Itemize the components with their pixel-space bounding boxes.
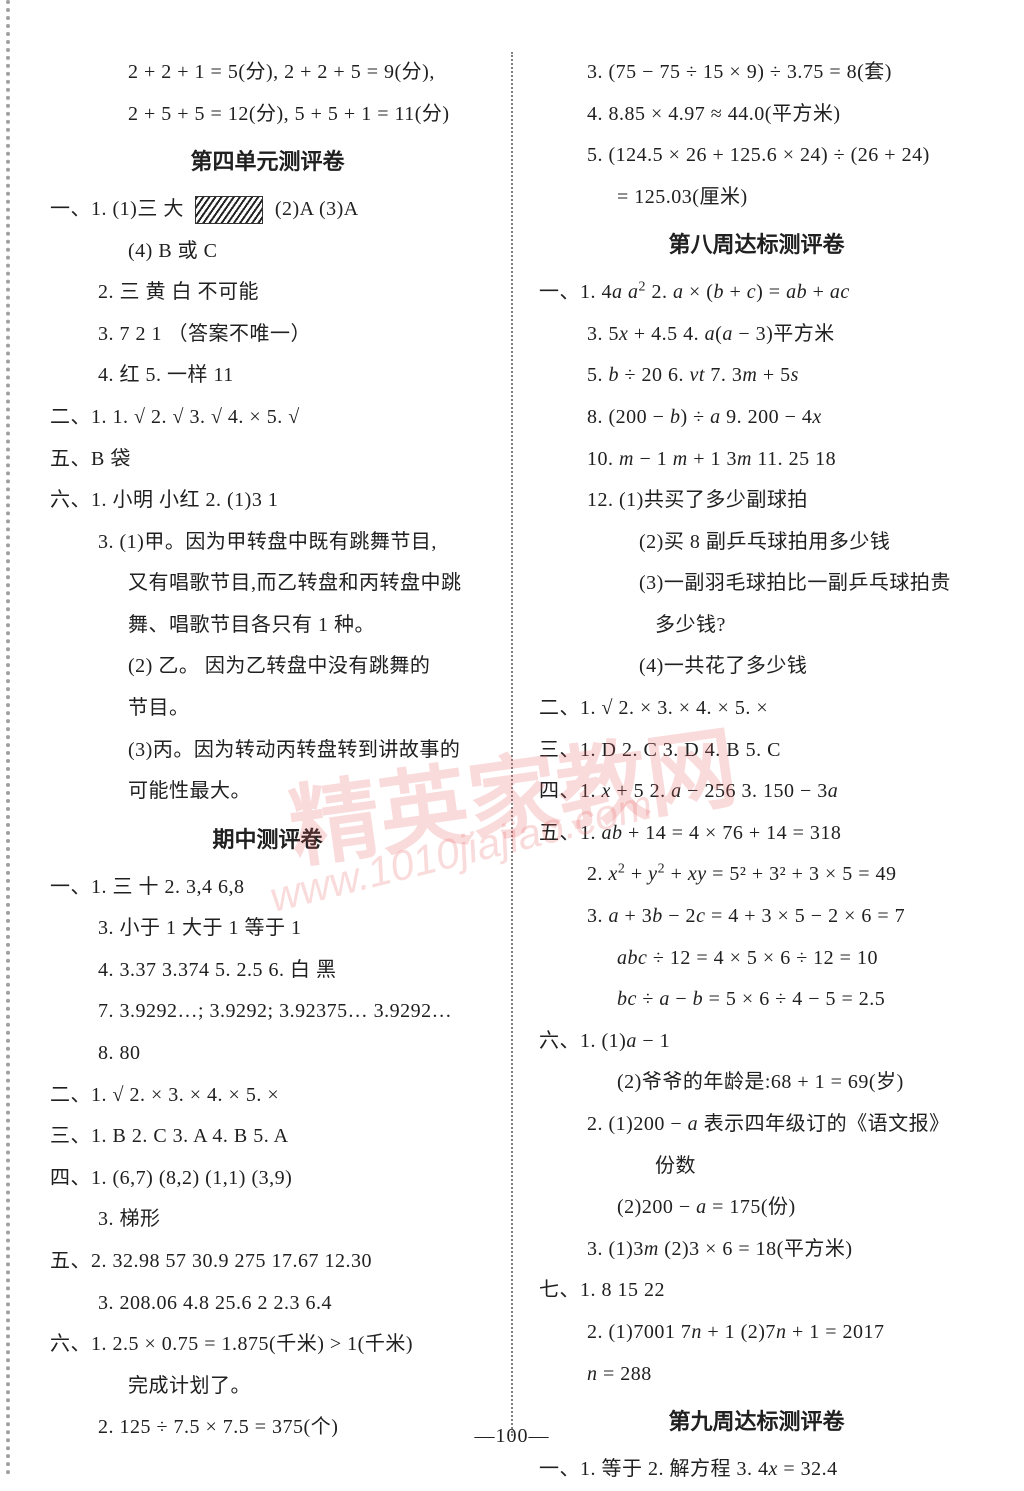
text-line: 一、1. 三 十 2. 3,4 6,8 (50, 867, 485, 909)
text-line: 2. 三 黄 白 不可能 (50, 272, 485, 314)
text-line: 2 + 5 + 5 = 12(分), 5 + 5 + 1 = 11(分) (50, 94, 485, 136)
text-line: (3)一副羽毛球拍比一副乒乓球拍贵 (539, 563, 974, 605)
text-line: 3. (75 − 75 ÷ 15 × 9) ÷ 3.75 = 8(套) (539, 52, 974, 94)
text-line: 10. m − 1 m + 1 3m 11. 25 18 (539, 439, 974, 481)
two-column-layout: 2 + 2 + 1 = 5(分), 2 + 2 + 5 = 9(分), 2 + … (50, 52, 974, 1436)
hatched-box-icon (195, 196, 263, 224)
left-column: 2 + 2 + 1 = 5(分), 2 + 2 + 5 = 9(分), 2 + … (50, 52, 491, 1436)
text-line: 二、1. √ 2. × 3. × 4. × 5. × (539, 688, 974, 730)
text-line: 四、1. x + 5 2. a − 256 3. 150 − 3a (539, 771, 974, 813)
text-line: (4) B 或 C (50, 231, 485, 273)
text-line: 一、1. (1)三 大 (2)A (3)A (50, 189, 485, 231)
text-line: 3. 小于 1 大于 1 等于 1 (50, 908, 485, 950)
text-line: 三、1. B 2. C 3. A 4. B 5. A (50, 1116, 485, 1158)
column-divider (511, 52, 513, 1436)
text-line: 又有唱歌节目,而乙转盘和丙转盘中跳 (50, 563, 485, 605)
text-line: 舞、唱歌节目各只有 1 种。 (50, 605, 485, 647)
text-line: 六、1. 2.5 × 0.75 = 1.875(千米) > 1(千米) (50, 1324, 485, 1366)
text-line: bc ÷ a − b = 5 × 6 ÷ 4 − 5 = 2.5 (539, 979, 974, 1021)
text-line: (2)爷爷的年龄是:68 + 1 = 69(岁) (539, 1062, 974, 1104)
text-line: 2. (1)7001 7n + 1 (2)7n + 1 = 2017 (539, 1312, 974, 1354)
section-title: 第九周达标测评卷 (539, 1399, 974, 1445)
page-container: 精英家教网 www.1010jiajiao.com 2 + 2 + 1 = 5(… (0, 0, 1024, 1476)
left-decor-edge (6, 0, 10, 1476)
text-line: 4. 3.37 3.374 5. 2.5 6. 白 黑 (50, 950, 485, 992)
text-line: 二、1. √ 2. × 3. × 4. × 5. × (50, 1075, 485, 1117)
text-line: 一、1. 4a a2 2. a × (b + c) = ab + ac (539, 272, 974, 314)
section-title: 第八周达标测评卷 (539, 222, 974, 268)
text-line: 份数 (539, 1146, 974, 1188)
page-number: —100— (475, 1425, 550, 1448)
text-line: 2. 125 ÷ 7.5 × 7.5 = 375(个) (50, 1407, 485, 1449)
text-line: n = 288 (539, 1354, 974, 1396)
text-fragment: (2)A (3)A (275, 198, 359, 220)
text-line: (4)一共花了多少钱 (539, 646, 974, 688)
text-line: 六、1. 小明 小红 2. (1)3 1 (50, 480, 485, 522)
text-line: (2)买 8 副乒乓球拍用多少钱 (539, 522, 974, 564)
text-line: 七、1. 8 15 22 (539, 1270, 974, 1312)
text-line: abc ÷ 12 = 4 × 5 × 6 ÷ 12 = 10 (539, 938, 974, 980)
text-line: (2) 乙。 因为乙转盘中没有跳舞的 (50, 646, 485, 688)
text-line: 六、1. (1)a − 1 (539, 1021, 974, 1063)
text-line: 2. (1)200 − a 表示四年级订的《语文报》 (539, 1104, 974, 1146)
text-line: 8. 80 (50, 1033, 485, 1075)
right-column: 3. (75 − 75 ÷ 15 × 9) ÷ 3.75 = 8(套) 4. 8… (533, 52, 974, 1436)
text-line: 节目。 (50, 688, 485, 730)
text-line: 12. (1)共买了多少副球拍 (539, 480, 974, 522)
text-line: 五、B 袋 (50, 439, 485, 481)
text-line: 3. 208.06 4.8 25.6 2 2.3 6.4 (50, 1283, 485, 1325)
text-line: 完成计划了。 (50, 1366, 485, 1408)
text-line: 2. x2 + y2 + xy = 5² + 3² + 3 × 5 = 49 (539, 854, 974, 896)
text-line: 4. 8.85 × 4.97 ≈ 44.0(平方米) (539, 94, 974, 136)
text-line: 3. 7 2 1 （答案不唯一） (50, 314, 485, 356)
text-line: 3. (1)3m (2)3 × 6 = 18(平方米) (539, 1229, 974, 1271)
text-line: 4. 红 5. 一样 11 (50, 355, 485, 397)
text-line: 四、1. (6,7) (8,2) (1,1) (3,9) (50, 1158, 485, 1200)
text-line: = 125.03(厘米) (539, 177, 974, 219)
text-line: 五、2. 32.98 57 30.9 275 17.67 12.30 (50, 1241, 485, 1283)
text-line: 2 + 2 + 1 = 5(分), 2 + 2 + 5 = 9(分), (50, 52, 485, 94)
section-title: 期中测评卷 (50, 817, 485, 863)
text-line: 三、1. D 2. C 3. D 4. B 5. C (539, 730, 974, 772)
text-line: 8. (200 − b) ÷ a 9. 200 − 4x (539, 397, 974, 439)
text-line: 3. 梯形 (50, 1199, 485, 1241)
section-title: 第四单元测评卷 (50, 139, 485, 185)
text-line: 五、1. ab + 14 = 4 × 76 + 14 = 318 (539, 813, 974, 855)
text-line: 5. b ÷ 20 6. vt 7. 3m + 5s (539, 355, 974, 397)
text-fragment: 一、1. (1)三 大 (50, 198, 184, 220)
text-line: 5. (124.5 × 26 + 125.6 × 24) ÷ (26 + 24) (539, 135, 974, 177)
text-line: 7. 3.9292…; 3.9292; 3.92375… 3.9292… (50, 991, 485, 1033)
text-line: (3)丙。因为转动丙转盘转到讲故事的 (50, 730, 485, 772)
text-line: 3. a + 3b − 2c = 4 + 3 × 5 − 2 × 6 = 7 (539, 896, 974, 938)
text-line: 可能性最大。 (50, 771, 485, 813)
text-line: 一、1. 等于 2. 解方程 3. 4x = 32.4 (539, 1449, 974, 1491)
text-line: (2)200 − a = 175(份) (539, 1187, 974, 1229)
text-line: 3. 5x + 4.5 4. a(a − 3)平方米 (539, 314, 974, 356)
text-line: 多少钱? (539, 605, 974, 647)
text-line: 3. (1)甲。因为甲转盘中既有跳舞节目, (50, 522, 485, 564)
text-line: 二、1. 1. √ 2. √ 3. √ 4. × 5. √ (50, 397, 485, 439)
